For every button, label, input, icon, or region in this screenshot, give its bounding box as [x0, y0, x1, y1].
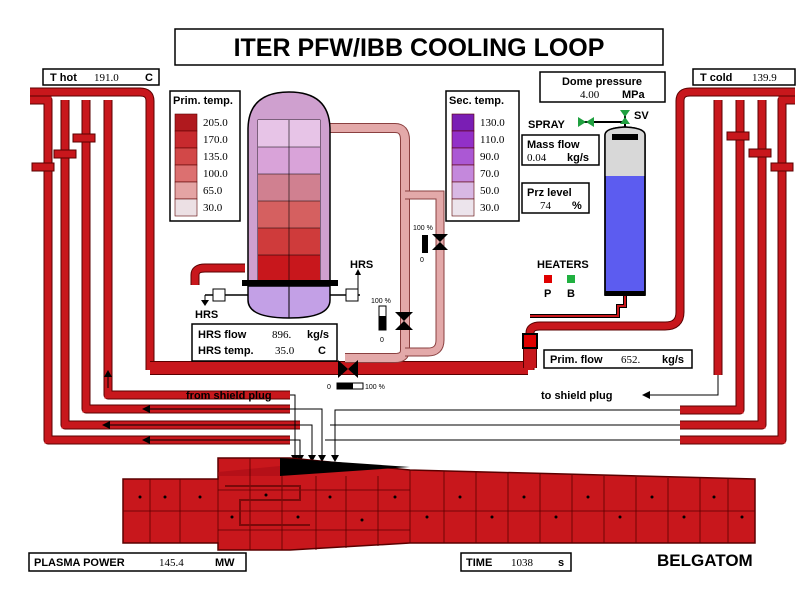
svg-text:P: P — [544, 288, 551, 300]
prim-temp-level: 170.0 — [203, 134, 228, 146]
hrs-connections: HRS HRS — [195, 259, 373, 321]
svg-text:Sec. temp.: Sec. temp. — [449, 95, 504, 107]
sec-temp-swatch — [451, 198, 475, 217]
heaters: HEATERS P B — [537, 259, 589, 300]
hrs-temp-label: HRS temp. — [198, 345, 254, 357]
blanket-module — [122, 457, 756, 551]
sec-temp-legend: Sec. temp. 130.0 110.0 90.0 70.0 50.0 30.0 — [445, 90, 520, 222]
pressurizer — [530, 110, 646, 318]
title-box — [174, 28, 664, 66]
hrs-label-right: HRS — [350, 259, 373, 271]
prim-temp-swatch — [174, 198, 198, 217]
plasma-power-unit: MW — [215, 557, 235, 569]
svg-text:100 %: 100 % — [371, 298, 391, 305]
sec-temp-swatch — [451, 113, 475, 132]
t-cold-label: T cold — [700, 72, 732, 84]
valve-upper[interactable]: 100 % 0 — [413, 225, 448, 264]
sec-temp-level: 110.0 — [480, 134, 505, 146]
svg-text:100 %: 100 % — [365, 384, 385, 391]
sec-temp-level: 70.0 — [480, 168, 500, 180]
hrs-temp-value: 35.0 — [275, 345, 295, 357]
prim-flow-unit: kg/s — [662, 354, 684, 366]
time-label: TIME — [466, 557, 492, 569]
heat-exchanger — [242, 91, 338, 319]
heater-p-indicator[interactable] — [544, 275, 552, 283]
prim-temp-swatch — [174, 164, 198, 183]
hrs-label-left: HRS — [195, 309, 218, 321]
t-hot-value: 191.0 — [94, 72, 119, 84]
svg-text:0: 0 — [420, 257, 424, 264]
svg-text:0: 0 — [380, 337, 384, 344]
prz-level-label: Prz level — [527, 187, 572, 199]
mass-flow-label: Mass flow — [527, 139, 580, 151]
dome-pressure-label: Dome pressure — [562, 76, 642, 88]
plasma-power-label: PLASMA POWER — [34, 557, 125, 569]
prim-temp-swatch — [174, 147, 198, 166]
time-value: 1038 — [511, 557, 534, 569]
svg-text:100 %: 100 % — [413, 225, 433, 232]
sv-label: SV — [634, 110, 649, 122]
sec-temp-swatch — [451, 147, 475, 166]
svg-text:0: 0 — [327, 384, 331, 391]
sec-temp-swatch — [451, 130, 475, 149]
flow-arrows — [102, 370, 719, 462]
prim-temp-level: 205.0 — [203, 117, 228, 129]
prim-flow-label: Prim. flow — [550, 354, 603, 366]
dome-pressure-value: 4.00 — [580, 89, 600, 101]
heater-b-indicator[interactable] — [567, 275, 575, 283]
svg-text:HEATERS: HEATERS — [537, 259, 589, 271]
secondary-loop-pipe — [322, 123, 445, 363]
hrs-flow-unit: kg/s — [307, 329, 329, 341]
sec-temp-swatch — [451, 164, 475, 183]
mass-flow-value: 0.04 — [527, 152, 547, 164]
prim-temp-level: 100.0 — [203, 168, 228, 180]
t-hot-unit: C — [145, 72, 153, 84]
mass-flow-unit: kg/s — [567, 152, 589, 164]
sec-temp-level: 90.0 — [480, 151, 500, 163]
title: ITER PFW/IBB COOLING LOOP — [234, 34, 605, 62]
from-shield-plug: from shield plug — [186, 390, 272, 402]
prim-temp-swatch — [174, 181, 198, 200]
sec-temp-level: 50.0 — [480, 185, 500, 197]
right-pipe-bundle — [525, 87, 795, 445]
prim-temp-level: 65.0 — [203, 185, 223, 197]
t-hot-label: T hot — [50, 72, 77, 84]
prim-temp-swatch — [174, 113, 198, 132]
hrs-flow-value: 896. — [272, 329, 292, 341]
sec-temp-swatch — [451, 181, 475, 200]
hrs-temp-unit: C — [318, 345, 326, 357]
prz-level-value: 74 — [540, 200, 552, 212]
brand-logo: BELGATOM — [657, 551, 753, 570]
svg-text:B: B — [567, 288, 575, 300]
prim-temp-level: 30.0 — [203, 202, 223, 214]
svg-text:Prim. temp.: Prim. temp. — [173, 95, 233, 107]
time-unit: s — [558, 557, 564, 569]
valve-bypass[interactable]: 0 100 % — [327, 360, 385, 391]
prz-level-unit: % — [572, 200, 582, 212]
to-shield-plug: to shield plug — [541, 390, 613, 402]
sec-temp-level: 130.0 — [480, 117, 505, 129]
sec-temp-level: 30.0 — [480, 202, 500, 214]
t-cold-value: 139.9 — [752, 72, 777, 84]
prim-flow-value: 652. — [621, 354, 641, 366]
hrs-flow-label: HRS flow — [198, 329, 247, 341]
prim-temp-level: 135.0 — [203, 151, 228, 163]
plasma-power-value: 145.4 — [159, 557, 184, 569]
prim-temp-legend: Prim. temp. 205.0 170.0 135.0 100.0 65.0 30.0 — [169, 90, 241, 222]
dome-pressure-unit: MPa — [622, 89, 646, 101]
prim-temp-swatch — [174, 130, 198, 149]
valve-middle[interactable]: 100 % 0 — [371, 298, 413, 344]
spray-label: SPRAY — [528, 119, 566, 131]
